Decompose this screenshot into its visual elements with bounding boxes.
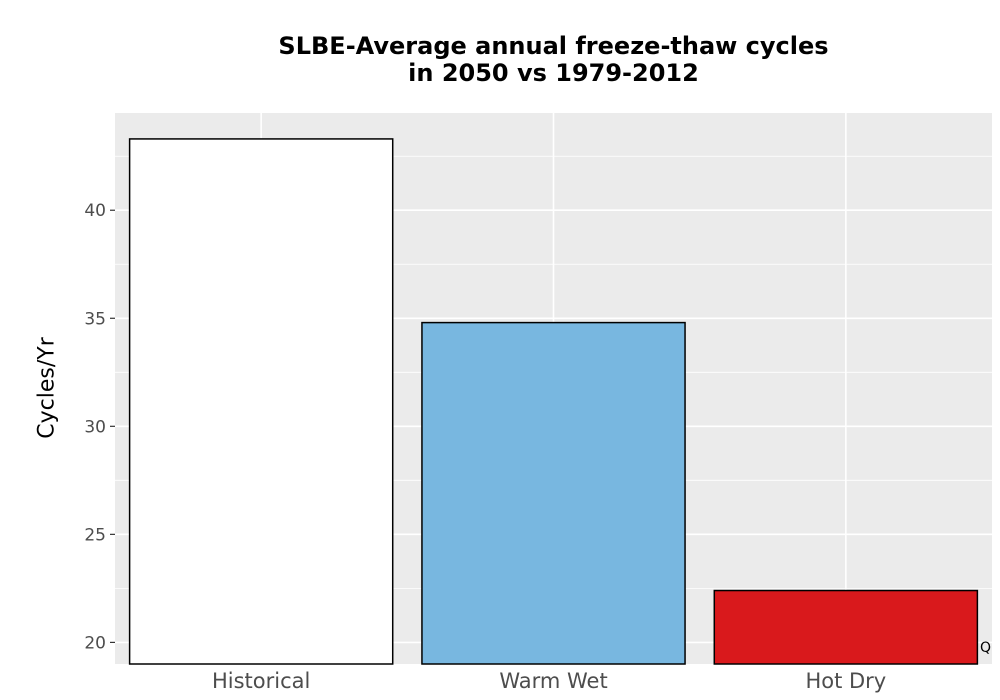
bar-warm-wet bbox=[421, 321, 686, 665]
y-tick-label: 20 bbox=[84, 633, 106, 653]
x-tick-label: Hot Dry bbox=[805, 669, 886, 693]
x-tick-label: Warm Wet bbox=[499, 669, 607, 693]
y-tick-label: 40 bbox=[84, 201, 106, 221]
chart-title-line-1: SLBE-Average annual freeze-thaw cycles bbox=[278, 32, 829, 60]
bar-hot-dry bbox=[713, 589, 979, 665]
chart-title-line-2: in 2050 vs 1979-2012 bbox=[408, 59, 699, 87]
y-tick-label: 30 bbox=[84, 417, 106, 437]
x-tick-label: Historical bbox=[212, 669, 310, 693]
y-tick-label: 25 bbox=[84, 525, 106, 545]
corner-note: Q bbox=[980, 640, 992, 656]
y-tick-label: 35 bbox=[84, 309, 106, 329]
bar-historical bbox=[128, 138, 394, 665]
